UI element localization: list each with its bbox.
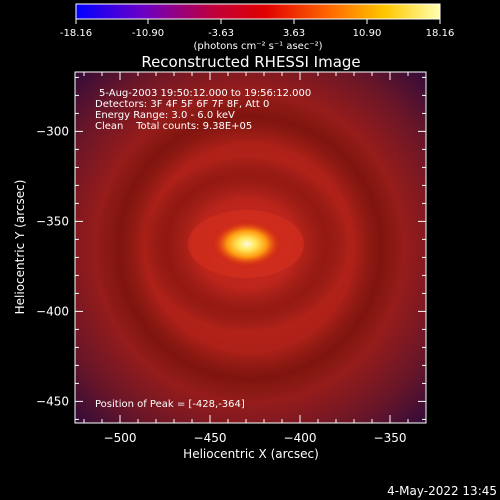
colorbar-tick-label: 3.63 — [283, 28, 305, 39]
colorbar-tick-label: 10.90 — [353, 28, 382, 39]
y-axis-label: Heliocentric Y (arcsec) — [13, 180, 27, 315]
y-tick-label: −300 — [36, 124, 69, 138]
colorbar-tick-label: -10.90 — [132, 28, 164, 39]
colorbar-ticks: -18.16 -10.90 -3.63 3.63 10.90 18.16 — [60, 19, 454, 39]
colorbar-tick-label: -18.16 — [60, 28, 92, 39]
colorbar-tick-label: -3.63 — [208, 28, 234, 39]
colorbar-unit: (photons cm⁻² s⁻¹ asec⁻²) — [193, 41, 322, 52]
x-tick-label: −400 — [284, 431, 317, 445]
y-tick-label: −450 — [36, 394, 69, 408]
chart-title: Reconstructed RHESSI Image — [141, 53, 360, 71]
colorbar: -18.16 -10.90 -3.63 3.63 10.90 18.16 (photons… — [60, 3, 454, 52]
annotation-peak-position: Position of Peak = [-428,-364] — [95, 399, 245, 410]
footer-date: 4-May-2022 13:45 — [387, 484, 497, 498]
plot-frame — [74, 71, 427, 424]
heatmap-image — [75, 72, 426, 423]
y-axis-ticks: −300 −350 −400 −450 — [36, 76, 426, 420]
x-tick-label: −500 — [104, 431, 137, 445]
colorbar-tick-label: 18.16 — [426, 28, 455, 39]
annotation-clean: Clean Total counts: 9.38E+05 — [95, 121, 252, 132]
colorbar-gradient — [75, 3, 441, 20]
y-tick-label: −350 — [36, 214, 69, 228]
x-axis-label: Heliocentric X (arcsec) — [183, 447, 319, 461]
x-tick-label: −350 — [374, 431, 407, 445]
heatmap-peak — [211, 220, 283, 268]
x-axis-ticks: −500 −450 −400 −350 — [83, 72, 427, 445]
annotation-time-range: 5-Aug-2003 19:50:12.000 to 19:56:12.000 — [99, 88, 311, 99]
y-tick-label: −400 — [36, 304, 69, 318]
annotation-energy: Energy Range: 3.0 - 6.0 keV — [95, 110, 235, 121]
x-tick-label: −450 — [194, 431, 227, 445]
annotation-detectors: Detectors: 3F 4F 5F 6F 7F 8F, Att 0 — [95, 99, 269, 110]
